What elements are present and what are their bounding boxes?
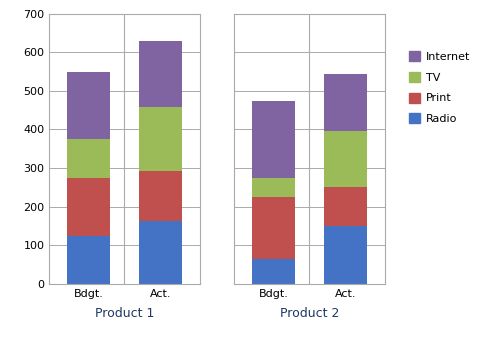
Bar bbox=[139, 107, 182, 171]
Bar bbox=[324, 187, 367, 226]
Legend: Internet, TV, Print, Radio: Internet, TV, Print, Radio bbox=[405, 47, 475, 129]
Bar bbox=[67, 139, 110, 178]
Bar bbox=[139, 41, 182, 107]
X-axis label: Product 2: Product 2 bbox=[280, 307, 339, 320]
Bar bbox=[252, 259, 295, 284]
Bar bbox=[324, 226, 367, 284]
Bar bbox=[324, 131, 367, 187]
Bar bbox=[324, 74, 367, 131]
X-axis label: Product 1: Product 1 bbox=[95, 307, 154, 320]
Bar bbox=[139, 221, 182, 284]
Bar bbox=[252, 178, 295, 197]
Bar bbox=[67, 178, 110, 236]
Bar bbox=[252, 197, 295, 259]
Bar bbox=[67, 71, 110, 139]
Bar bbox=[67, 236, 110, 284]
Bar bbox=[139, 171, 182, 221]
Bar bbox=[252, 101, 295, 178]
